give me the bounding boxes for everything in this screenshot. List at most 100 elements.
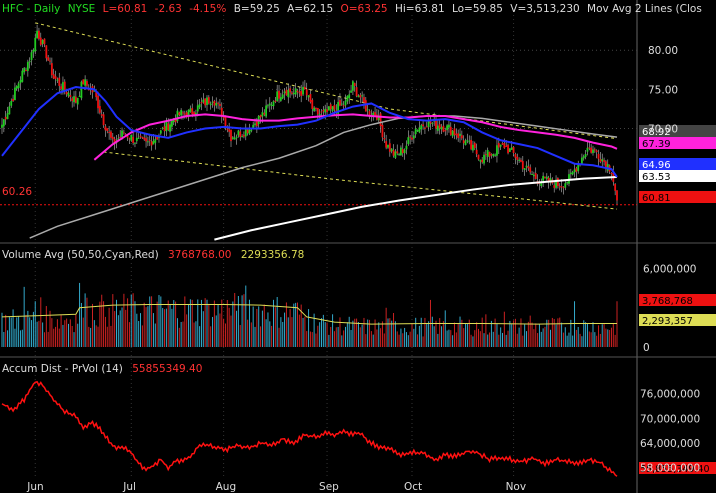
ad-header: Accum Dist - PrVol (14) 55855349.40 [2,363,202,375]
candle-body [352,81,354,91]
volume-badge [639,314,716,326]
candle-body [588,147,591,149]
candle-body [28,60,31,63]
candle-body [95,92,98,98]
candle-body [359,94,362,98]
ad-tick-label: 76,000,000 [640,389,700,401]
candle-body [126,135,129,138]
volume-badge [639,294,716,306]
candle-body [97,95,99,109]
candle-body [62,82,64,91]
candle-body [599,159,602,163]
candle-body [372,112,375,116]
candle-body [25,69,27,71]
candle-body [207,97,210,104]
candle-body [307,95,310,98]
ad-tick-label: 58,000,000 [640,463,700,475]
candle-body [422,124,424,127]
candle-body [340,103,343,105]
candle-body [52,74,55,79]
price-badge-label: 68.92 [642,127,671,138]
volume-average-line [1,304,617,325]
candle-body [67,92,70,97]
candle-body [442,125,445,132]
candle-body [313,107,316,111]
candle-body [527,166,530,169]
candle-body [204,98,207,106]
candle-body [464,140,467,146]
candle-body [396,151,399,154]
candle-body [291,92,293,94]
candle-body [451,130,454,137]
header-ask: A=62.15 [287,3,333,15]
candle-body [154,139,157,143]
candle-body [224,117,227,128]
candle-body [279,97,282,101]
candle-body [122,132,125,134]
candle-body [124,134,127,136]
candle-body [80,81,83,99]
candle-body [357,95,360,98]
month-label: Sep [319,481,339,493]
ad-value: 55855349.40 [132,363,202,375]
candle-body [605,161,607,169]
header-change: -2.63 [155,3,182,15]
candle-body [477,154,480,160]
candle-body [510,147,513,150]
candle-body [531,173,533,175]
price-badge [639,125,716,137]
candle-body [215,103,218,106]
candle-body [488,151,491,157]
candle-body [520,159,522,162]
candle-body [104,126,107,131]
candle-body [39,37,42,45]
candle-body [130,134,133,141]
candle-body [302,86,304,95]
candle-body [560,186,563,188]
candle-body [263,112,266,115]
candle-body [569,172,572,175]
candle-body [185,112,188,118]
candle-body [26,61,29,71]
candle-body [195,112,197,116]
candle-body [233,137,236,140]
candle-body [508,148,511,152]
ad-tick-label: 70,000,000 [640,413,700,425]
candle-body [172,120,175,123]
candle-body [475,149,478,155]
candle-body [93,90,96,92]
candle-body [518,159,521,161]
candle-body [601,159,604,162]
candle-body [300,90,303,96]
price-badge-label: 63.53 [642,172,671,183]
candle-body [462,140,465,144]
candle-body [573,169,576,173]
candle-body [200,102,203,104]
candle-body [159,130,162,134]
candle-body [481,159,484,163]
candle-body [444,130,447,132]
price-tick-label: 80.00 [648,45,678,57]
candle-body [590,147,593,153]
candle-body [202,99,205,103]
candle-body [34,37,37,52]
candle-body [379,113,382,127]
candle-body [230,129,232,142]
candle-body [165,121,168,132]
candle-body [178,112,181,115]
trend-lines [35,22,618,210]
candle-body [30,52,33,61]
candle-body [377,115,380,121]
price-badge [639,170,716,182]
candle-body [472,144,474,151]
candle-body [542,175,545,181]
candle-body [614,184,617,191]
candle-body [4,116,7,120]
header-overlay: Mov Avg 2 Lines (Clos [587,3,702,15]
moving-averages [1,85,618,241]
candle-body [412,135,415,139]
candle-body [111,136,114,140]
candle-body [117,138,120,141]
candle-body [193,112,195,116]
